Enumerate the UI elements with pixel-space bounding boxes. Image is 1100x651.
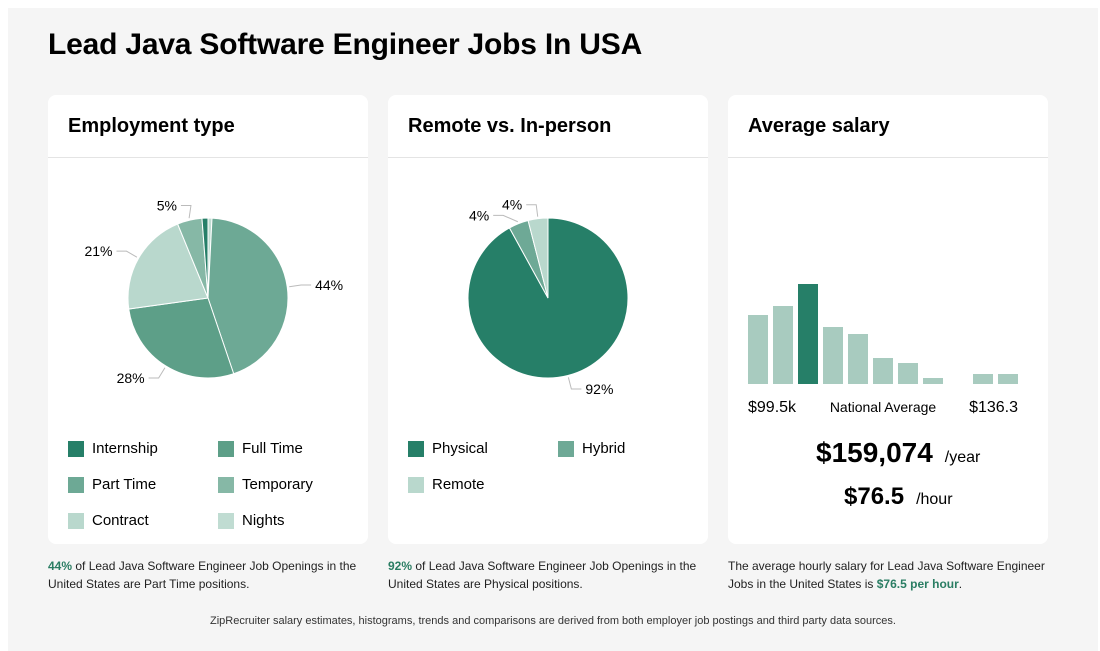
legend-label: Contract <box>92 512 149 529</box>
remote-caption-text: of Lead Java Software Engineer Job Openi… <box>388 559 697 591</box>
salary-caption: The average hourly salary for Lead Java … <box>728 557 1048 593</box>
salary-bars <box>748 284 1018 384</box>
employment-caption: 44% of Lead Java Software Engineer Job O… <box>48 557 368 593</box>
legend-swatch <box>218 440 234 457</box>
legend-item-contract: Contract <box>68 512 149 529</box>
legend-label: Temporary <box>242 476 313 493</box>
salary-histogram: $99.5k National Average $136.3 <box>748 284 1018 416</box>
pie-label: 4% <box>469 207 489 223</box>
card-divider <box>388 157 708 158</box>
hourly-salary: $76.5 /hour <box>844 483 953 511</box>
legend-label: Part Time <box>92 476 157 493</box>
remote-card: Remote vs. In-person 92% 4% 4% Physical Hyb… <box>388 95 708 544</box>
pie-label-leader <box>493 214 519 223</box>
card-title: Average salary <box>748 115 890 137</box>
salary-caption-end: . <box>958 577 963 591</box>
pie-label-leader <box>148 367 166 379</box>
legend-item-nights: Nights <box>218 512 285 529</box>
yearly-salary: $159,074 /year <box>816 437 980 469</box>
national-average-label: National Average <box>830 399 937 415</box>
legend-label: Nights <box>242 512 285 529</box>
salary-bar <box>798 284 818 384</box>
salary-caption-highlight: $76.5 per hour <box>876 577 959 591</box>
salary-bar <box>848 334 868 384</box>
pie-label: 28% <box>117 370 145 386</box>
legend-swatch <box>68 512 84 529</box>
legend-swatch <box>558 440 574 457</box>
pie-label-leader <box>116 250 138 258</box>
salary-bar <box>823 327 843 384</box>
legend-swatch <box>68 440 84 457</box>
legend-swatch <box>218 512 234 529</box>
salary-bar <box>973 374 993 384</box>
legend-label: Full Time <box>242 440 303 457</box>
legend-label: Remote <box>432 476 485 493</box>
legend-label: Physical <box>432 440 488 457</box>
legend-item-internship: Internship <box>68 440 158 457</box>
pie-slice-remote <box>527 217 549 299</box>
pie-label: 44% <box>315 277 343 293</box>
employment-caption-text: of Lead Java Software Engineer Job Openi… <box>48 559 357 591</box>
card-divider <box>48 157 368 158</box>
yearly-salary-amount: $159,074 <box>816 437 933 468</box>
page-title: Lead Java Software Engineer Jobs In USA <box>48 28 643 61</box>
hourly-salary-amount: $76.5 <box>844 483 905 510</box>
pie-slice-contract <box>127 223 209 310</box>
pie-label: 4% <box>502 197 522 213</box>
yearly-salary-unit: /year <box>944 449 981 466</box>
pie-label: 92% <box>585 381 613 397</box>
hourly-salary-unit: /hour <box>916 491 953 508</box>
salary-bar <box>748 315 768 384</box>
legend-item-hybrid: Hybrid <box>558 440 625 457</box>
pie-label-leader <box>526 204 539 217</box>
pie-slice-part-time <box>128 297 235 379</box>
salary-bar <box>998 374 1018 384</box>
salary-bar <box>873 358 893 384</box>
pie-label: 21% <box>84 243 112 259</box>
legend-item-physical: Physical <box>408 440 488 457</box>
salary-bar <box>898 363 918 384</box>
employment-caption-highlight: 44% <box>48 559 73 573</box>
legend-item-temporary: Temporary <box>218 476 313 493</box>
legend-label: Internship <box>92 440 158 457</box>
pie-slice-full-time <box>207 217 289 375</box>
pie-label-leader <box>180 205 192 219</box>
legend-label: Hybrid <box>582 440 626 457</box>
page: Lead Java Software Engineer Jobs In USA … <box>8 8 1098 651</box>
legend-item-full-time: Full Time <box>218 440 303 457</box>
employment-type-card: Employment type 44% 28% 21% 5% Internship Fu… <box>48 95 368 544</box>
legend-item-remote: Remote <box>408 476 485 493</box>
salary-bar <box>773 306 793 384</box>
remote-pie-chart: 92% 4% 4% <box>467 197 629 397</box>
pie-label: 5% <box>157 198 177 214</box>
salary-caption-text: The average hourly salary for Lead Java … <box>728 559 1045 591</box>
legend-swatch <box>408 476 424 493</box>
card-title: Employment type <box>68 115 235 137</box>
salary-card: Average salary $99.5k National Average $… <box>728 95 1048 544</box>
legend-swatch <box>218 476 234 493</box>
pie-label-leader <box>567 377 582 390</box>
remote-caption: 92% of Lead Java Software Engineer Job O… <box>388 557 708 593</box>
card-title: Remote vs. In-person <box>408 115 612 137</box>
salary-high-label: $136.3 <box>969 399 1018 416</box>
card-divider <box>728 157 1048 158</box>
pie-label-leader <box>289 284 312 288</box>
remote-caption-highlight: 92% <box>388 559 413 573</box>
legend-item-part-time: Part Time <box>68 476 156 493</box>
legend-swatch <box>408 440 424 457</box>
footer-note: ZipRecruiter salary estimates, histogram… <box>210 615 896 627</box>
salary-low-label: $99.5k <box>748 399 797 416</box>
legend-swatch <box>68 476 84 493</box>
salary-bar <box>923 378 943 384</box>
pie-slice-internship <box>201 217 209 299</box>
employment-pie-chart: 44% 28% 21% 5% <box>84 198 343 386</box>
